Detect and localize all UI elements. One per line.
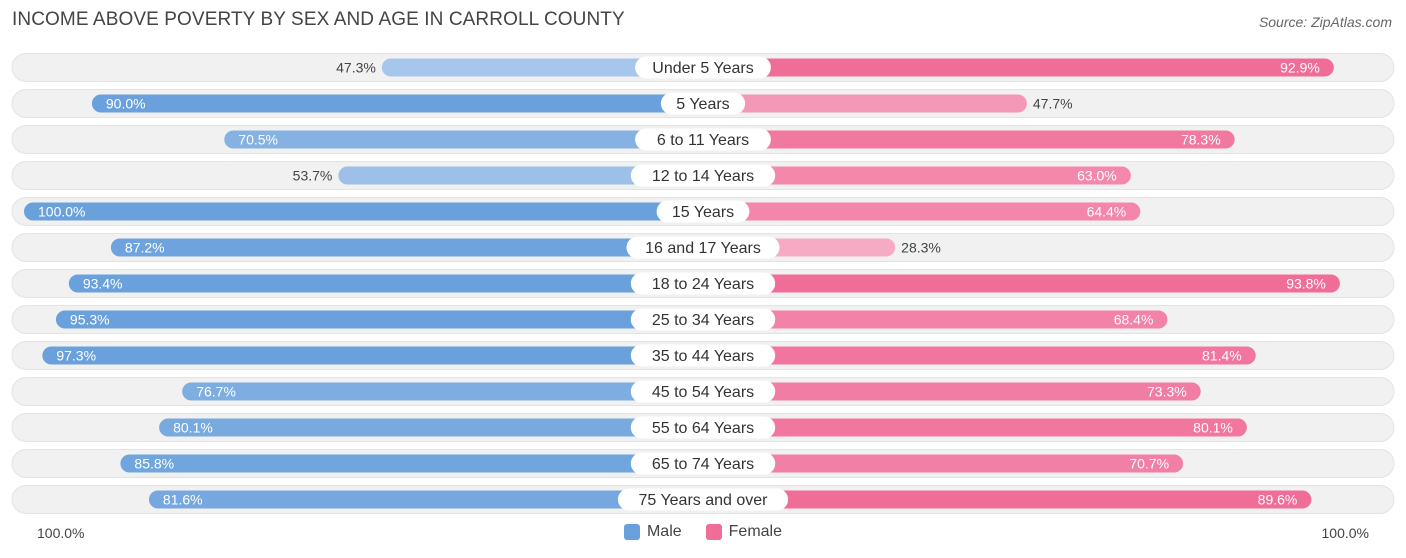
male-bar (224, 130, 703, 149)
category-label: 16 and 17 Years (645, 240, 761, 257)
male-bar (68, 274, 703, 293)
male-bar (24, 202, 703, 221)
category-pill (660, 92, 746, 115)
female-bar (703, 94, 1027, 113)
female-value-label: 81.4% (1202, 348, 1242, 364)
female-value-label: 70.7% (1129, 456, 1169, 472)
male-value-label: 97.3% (56, 348, 96, 364)
category-label: 75 Years and over (639, 492, 769, 509)
axis-left-label: 100.0% (37, 525, 85, 541)
male-value-label: 70.5% (238, 132, 278, 148)
male-bar (91, 94, 703, 113)
category-pill (630, 416, 776, 439)
category-label: 55 to 64 Years (652, 420, 754, 437)
category-pill (635, 128, 771, 151)
female-value-label: 47.7% (1033, 96, 1073, 112)
male-bar (381, 58, 703, 77)
category-label: 6 to 11 Years (657, 132, 749, 149)
female-value-label: 64.4% (1087, 204, 1127, 220)
category-pill (635, 56, 771, 79)
male-bar (42, 346, 703, 365)
category-pill (630, 344, 776, 367)
category-label: 45 to 54 Years (652, 384, 754, 401)
male-bar (159, 418, 704, 437)
female-bar (703, 166, 1131, 185)
female-value-label: 89.6% (1258, 492, 1298, 508)
female-value-label: 68.4% (1114, 312, 1154, 328)
category-label: 12 to 14 Years (652, 168, 754, 185)
female-bar (703, 454, 1184, 473)
female-value-label: 93.8% (1286, 276, 1326, 292)
female-bar (703, 130, 1235, 149)
female-value-label: 73.3% (1147, 384, 1187, 400)
category-pill (630, 308, 776, 331)
legend-item-male[interactable]: Male (623, 523, 682, 541)
category-label: 65 to 74 Years (652, 456, 754, 473)
male-value-label: 87.2% (125, 240, 165, 256)
source-label: Source: ZipAtlas.com (1258, 14, 1392, 30)
category-pill (656, 200, 750, 223)
legend-female-label: Female (728, 523, 783, 540)
category-pill (626, 236, 780, 259)
female-value-label: 63.0% (1077, 168, 1117, 184)
male-bar (110, 238, 704, 257)
female-swatch (705, 524, 722, 540)
male-value-label: 93.4% (83, 276, 123, 292)
legend-item-female[interactable]: Female (705, 523, 783, 541)
category-label: 35 to 44 Years (652, 348, 754, 365)
category-pill (630, 452, 776, 475)
female-bar (703, 310, 1168, 329)
male-bar (55, 310, 703, 329)
male-value-label: 90.0% (106, 96, 146, 112)
male-bar (338, 166, 703, 185)
male-value-label: 47.3% (336, 60, 376, 76)
female-bar (703, 346, 1256, 365)
category-pill (630, 272, 776, 295)
female-bar (703, 202, 1141, 221)
chart-title: INCOME ABOVE POVERTY BY SEX AND AGE IN C… (12, 9, 625, 30)
category-pill (630, 164, 776, 187)
female-value-label: 28.3% (901, 240, 941, 256)
male-value-label: 76.7% (196, 384, 236, 400)
female-bar (703, 418, 1247, 437)
male-value-label: 81.6% (163, 492, 203, 508)
male-bar (148, 490, 703, 509)
female-value-label: 92.9% (1280, 60, 1320, 76)
female-bar (703, 490, 1312, 509)
female-bar (703, 58, 1334, 77)
category-label: 18 to 24 Years (652, 276, 754, 293)
axis-right-label: 100.0% (1321, 525, 1369, 541)
female-bar (703, 274, 1340, 293)
category-label: 5 Years (676, 96, 729, 113)
female-value-label: 80.1% (1193, 420, 1233, 436)
category-label: 15 Years (672, 204, 734, 221)
male-bar (120, 454, 704, 473)
legend-male-label: Male (646, 523, 682, 540)
female-value-label: 78.3% (1181, 132, 1221, 148)
male-value-label: 95.3% (70, 312, 110, 328)
category-pill (617, 488, 789, 511)
category-pill (630, 380, 776, 403)
category-label: Under 5 Years (652, 60, 753, 77)
male-value-label: 53.7% (293, 168, 333, 184)
male-value-label: 80.1% (173, 420, 213, 436)
male-bar (182, 382, 703, 401)
category-label: 25 to 34 Years (652, 312, 754, 329)
female-bar (703, 382, 1201, 401)
male-swatch (623, 524, 640, 540)
male-value-label: 100.0% (38, 204, 85, 220)
legend: Male Female (0, 523, 1406, 541)
male-value-label: 85.8% (134, 456, 174, 472)
